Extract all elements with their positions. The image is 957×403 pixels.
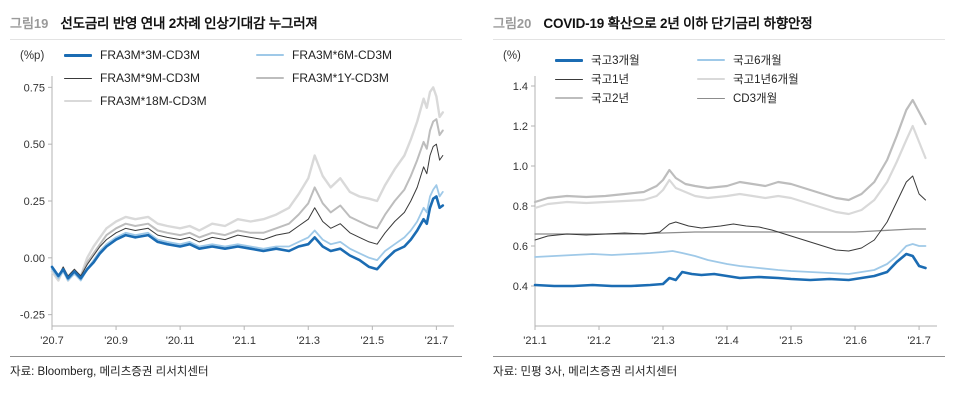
y-tick-label: 0.50 — [24, 139, 45, 151]
series-line — [534, 228, 927, 235]
y-tick-label: 0.8 — [513, 201, 528, 213]
figure19-header: 그림19 선도금리 반영 연내 2차례 인상기대감 누그러져 — [10, 10, 462, 40]
x-tick-label: '21.5 — [779, 335, 803, 347]
x-tick-label: '21.3 — [296, 335, 320, 347]
fra-spread-line-chart: -0.25 0.00 0.25 0.50 0.75 '20.7 '20.9 '20.11 '21… — [20, 76, 454, 347]
series-line — [534, 243, 927, 275]
y-tick-label: 1.4 — [513, 81, 528, 93]
x-tick-label: '21.2 — [587, 335, 611, 347]
x-tick-label: '21.7 — [907, 335, 931, 347]
fra-spread-chart-area: (%p) FRA3M*3M-CD3M FRA3M*6M-CD3M FRA3M*9M-… — [10, 46, 462, 354]
series-line — [51, 184, 444, 282]
y-tick-label: 1.0 — [513, 161, 528, 173]
x-tick-label: '21.4 — [715, 335, 739, 347]
y-tick-label: -0.25 — [20, 310, 45, 322]
short-term-rates-line-chart: 0.4 0.6 0.8 1.0 1.2 1.4 '21.1 '21.2 '21.3 '21.4 '2… — [513, 76, 937, 347]
figure-number-label: 그림20 — [493, 16, 532, 31]
series-line — [51, 143, 444, 277]
y-axis-unit-label: (%p) — [20, 50, 45, 62]
x-tick-label: '21.1 — [523, 335, 547, 347]
x-tick-label: '21.1 — [232, 335, 256, 347]
series-line — [533, 98, 927, 204]
figure-number-label: 그림19 — [10, 16, 49, 31]
figure-title: 선도금리 반영 연내 2차례 인상기대감 누그러져 — [60, 16, 318, 31]
series-line — [533, 124, 927, 216]
x-tick-label: '21.6 — [843, 335, 867, 347]
series-line — [50, 86, 444, 282]
short-term-rates-chart-area: (%) 국고3개월 국고6개월 국고1년 국고1년6개월 국고2년 CD3개월 0.4 0.… — [493, 46, 945, 354]
x-tick-label: '21.5 — [361, 335, 385, 347]
x-tick-label: '21.7 — [425, 335, 449, 347]
figure-panel-19: 그림19 선도금리 반영 연내 2차례 인상기대감 누그러져 (%p) FRA3… — [10, 10, 462, 397]
x-tick-label: '20.11 — [166, 335, 195, 347]
series-line — [533, 252, 927, 288]
y-axis-unit-label: (%) — [503, 50, 521, 62]
y-tick-label: 0.75 — [24, 82, 45, 94]
y-tick-label: 0.6 — [513, 241, 528, 253]
series-line — [51, 118, 444, 280]
y-tick-label: 1.2 — [513, 121, 528, 133]
figure-title: COVID-19 확산으로 2년 이하 단기금리 하향안정 — [543, 16, 813, 31]
x-tick-label: '20.7 — [40, 335, 64, 347]
y-tick-label: 0.25 — [24, 196, 45, 208]
series-line — [534, 175, 926, 252]
figure20-header: 그림20 COVID-19 확산으로 2년 이하 단기금리 하향안정 — [493, 10, 945, 40]
y-tick-label: 0.00 — [24, 253, 45, 265]
x-tick-label: '21.3 — [651, 335, 675, 347]
series-line — [50, 195, 445, 280]
figure-panel-20: 그림20 COVID-19 확산으로 2년 이하 단기금리 하향안정 (%) 국… — [493, 10, 945, 397]
source-note: 자료: 민평 3사, 메리츠증권 리서치센터 — [493, 356, 945, 379]
x-tick-label: '20.9 — [104, 335, 128, 347]
source-note: 자료: Bloomberg, 메리츠증권 리서치센터 — [10, 356, 462, 379]
y-tick-label: 0.4 — [513, 281, 528, 293]
